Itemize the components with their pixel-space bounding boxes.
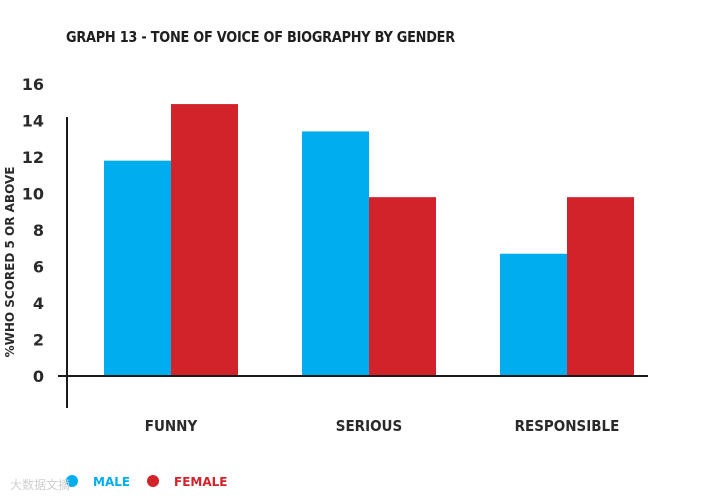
bar-female-serious xyxy=(369,197,436,376)
legend: MALE FEMALE xyxy=(66,475,227,489)
bar-male-serious xyxy=(302,131,369,376)
y-tick-label: 4 xyxy=(33,294,44,313)
legend-marker-male xyxy=(66,475,78,487)
y-tick-label: 14 xyxy=(22,112,44,131)
legend-marker-female xyxy=(147,475,159,487)
chart-title: GRAPH 13 - TONE OF VOICE OF BIOGRAPHY BY… xyxy=(66,28,455,46)
y-axis-label: %WHO SCORED 5 OR ABOVE xyxy=(3,167,17,358)
y-axis-ticks: 0 2 4 6 8 10 12 14 16 xyxy=(22,75,44,386)
legend-label-female: FEMALE xyxy=(174,475,227,489)
x-tick-label-funny: FUNNY xyxy=(145,418,198,435)
bar-group xyxy=(104,104,634,376)
legend-label-male: MALE xyxy=(93,475,130,489)
watermark: 大数据文摘 xyxy=(10,478,71,492)
y-tick-label: 10 xyxy=(22,185,44,204)
bar-male-responsible xyxy=(500,253,567,376)
y-tick-label: 2 xyxy=(33,331,44,350)
x-axis-labels: FUNNY SERIOUS RESPONSIBLE xyxy=(145,418,620,435)
bar-female-funny xyxy=(171,104,238,376)
y-tick-label: 12 xyxy=(22,148,44,167)
x-tick-label-serious: SERIOUS xyxy=(336,418,402,435)
bar-female-responsible xyxy=(567,197,634,376)
y-tick-label: 16 xyxy=(22,75,44,94)
y-tick-label: 0 xyxy=(33,367,44,386)
y-tick-label: 8 xyxy=(33,221,44,240)
y-tick-label: 6 xyxy=(33,258,44,277)
x-tick-label-responsible: RESPONSIBLE xyxy=(515,418,620,435)
bar-male-funny xyxy=(104,160,171,376)
